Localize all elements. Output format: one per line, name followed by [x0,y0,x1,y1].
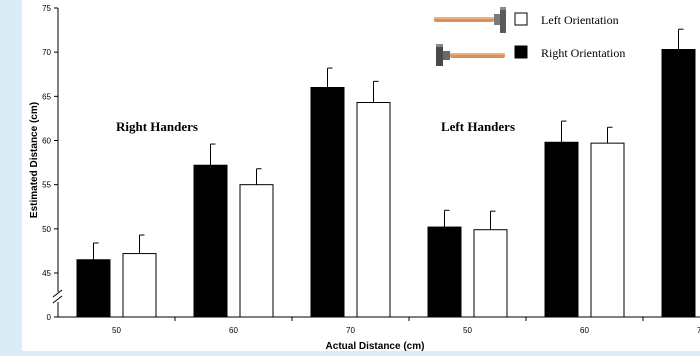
y-tick-label: 55 [42,181,51,190]
hammer-left-icon [434,7,506,33]
y-axis-break-mark [52,295,63,304]
bar [122,253,157,318]
y-tick-label: 75 [42,4,51,13]
y-axis-title: Estimated Distance (cm) [29,102,40,218]
y-tick-label: 50 [42,225,51,234]
x-tick-label: 60 [580,326,589,335]
bar [544,141,579,318]
x-tick-label: 50 [463,326,472,335]
x-tick-label: 70 [346,326,355,335]
bars-layer [76,28,696,318]
x-tick-label: 70 [697,326,700,335]
bar [310,87,345,318]
bar [239,184,274,318]
axes-layer: 0 45 50 55 60 65 70 75 50 60 70 50 60 70 [42,4,700,335]
group-label-right-handers: Right Handers [116,119,198,134]
bar [76,259,111,318]
legend: Left Orientation Right Orientation [434,7,625,66]
bar [193,164,228,318]
x-tick-label: 60 [229,326,238,335]
legend-swatch-right-orientation [514,45,528,59]
bar [661,49,696,318]
x-axis-title: Actual Distance (cm) [326,341,425,351]
group-label-left-handers: Left Handers [441,119,515,134]
bar [356,102,391,318]
bar [473,229,508,318]
y-tick-label: 60 [42,137,51,146]
y-tick-label: 0 [47,313,52,322]
legend-label-left-orientation: Left Orientation [541,13,619,27]
y-tick-label: 70 [42,48,51,57]
bar [590,142,625,318]
y-tick-label: 65 [42,92,51,101]
legend-label-right-orientation: Right Orientation [541,46,625,60]
y-tick-label: 45 [42,269,51,278]
bar [427,226,462,318]
hammer-right-icon [436,44,505,66]
y-axis-break-mark [52,289,63,298]
x-tick-label: 50 [112,326,121,335]
legend-swatch-left-orientation [514,12,528,26]
